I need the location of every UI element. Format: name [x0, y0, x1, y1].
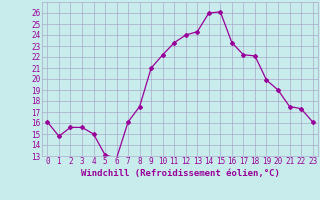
X-axis label: Windchill (Refroidissement éolien,°C): Windchill (Refroidissement éolien,°C)	[81, 169, 279, 178]
